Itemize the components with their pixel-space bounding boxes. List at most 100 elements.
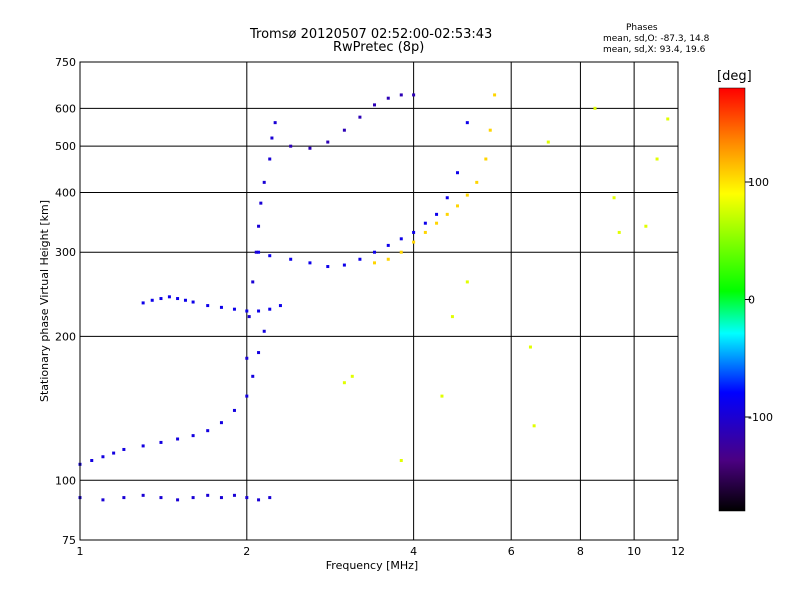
y-tick-label: 400 — [55, 186, 76, 199]
x-axis-ticks: 1 2 4 6 8 10 12 — [77, 545, 686, 558]
data-point — [257, 224, 261, 228]
data-point — [245, 394, 249, 398]
y-tick-label: 75 — [62, 534, 76, 547]
data-point — [450, 315, 454, 319]
data-point — [150, 298, 154, 302]
data-point — [245, 356, 249, 360]
data-point — [191, 300, 195, 304]
data-point — [268, 307, 272, 311]
x-tick-label: 1 — [77, 545, 84, 558]
data-point — [326, 265, 330, 269]
plot-frame — [79, 61, 679, 541]
data-point — [262, 180, 266, 184]
data-point — [342, 263, 346, 267]
colorbar-label: [deg] — [717, 69, 752, 84]
data-point — [412, 93, 416, 97]
data-point — [141, 301, 145, 305]
data-point — [245, 496, 249, 500]
data-point — [612, 196, 616, 200]
data-point — [455, 171, 459, 175]
phases-o-mode-stats: mean, sd,O: -87.3, 14.8 — [603, 34, 710, 44]
data-point — [232, 408, 236, 412]
data-point — [159, 297, 163, 301]
data-point — [326, 140, 330, 144]
data-point — [423, 221, 427, 225]
data-point — [176, 437, 180, 441]
data-point — [101, 498, 105, 502]
data-point — [484, 157, 488, 161]
data-point — [232, 307, 236, 311]
data-point — [254, 250, 258, 254]
x-tick-label: 6 — [508, 545, 515, 558]
phases-box-title: Phases — [626, 23, 658, 33]
data-point — [191, 434, 195, 438]
data-point — [308, 261, 312, 265]
data-point — [386, 257, 390, 261]
y-tick-label: 750 — [55, 56, 76, 69]
data-point — [289, 257, 293, 261]
data-point — [278, 304, 282, 308]
data-point — [445, 212, 449, 216]
data-point — [435, 221, 439, 225]
colorbar-ticks: 100 0 -100 — [745, 176, 773, 424]
y-axis-ticks: 75 100 200 300 400 500 600 750 — [55, 56, 76, 547]
data-point — [399, 458, 403, 462]
data-point — [112, 451, 116, 455]
data-point — [251, 374, 255, 378]
data-point — [488, 128, 492, 132]
data-point — [206, 429, 210, 433]
data-point — [386, 96, 390, 100]
data-point — [268, 157, 272, 161]
data-point — [350, 374, 354, 378]
colorbar-tick-label: -100 — [748, 411, 773, 424]
data-point — [259, 201, 263, 205]
data-point — [617, 230, 621, 234]
data-point — [245, 309, 249, 313]
x-tick-label: 2 — [243, 545, 250, 558]
data-point — [666, 117, 670, 121]
data-point — [270, 136, 274, 140]
data-point — [141, 444, 145, 448]
data-point — [546, 140, 550, 144]
data-point — [373, 261, 377, 265]
data-point — [257, 351, 261, 355]
colorbar-tick-label: 0 — [748, 294, 755, 307]
data-point — [435, 212, 439, 216]
x-tick-label: 10 — [627, 545, 641, 558]
data-point — [101, 455, 105, 459]
data-point — [358, 115, 362, 119]
x-tick-label: 12 — [671, 545, 685, 558]
y-tick-label: 100 — [55, 474, 76, 487]
colorbar — [718, 87, 746, 512]
x-tick-label: 8 — [577, 545, 584, 558]
y-axis-label: Stationary phase Virtual Height [km] — [38, 200, 51, 402]
data-point — [191, 496, 195, 500]
data-point — [268, 496, 272, 500]
x-tick-label: 4 — [410, 545, 417, 558]
data-point — [465, 280, 469, 284]
data-point — [176, 297, 180, 301]
data-point — [423, 230, 427, 234]
data-point — [159, 440, 163, 444]
data-point — [493, 93, 497, 97]
data-point — [342, 128, 346, 132]
data-point — [257, 250, 261, 254]
data-point — [176, 498, 180, 502]
data-point — [655, 157, 659, 161]
data-point — [273, 121, 277, 125]
chart-subtitle: RwPretec (8p) — [333, 40, 425, 55]
data-point — [373, 103, 377, 107]
data-point — [455, 204, 459, 208]
data-point — [122, 496, 126, 500]
data-point — [465, 121, 469, 125]
data-point — [90, 458, 94, 462]
data-point — [399, 93, 403, 97]
data-point — [386, 243, 390, 247]
data-point — [308, 146, 312, 150]
data-point — [219, 496, 223, 500]
y-tick-label: 300 — [55, 246, 76, 259]
data-point — [528, 345, 532, 349]
data-point — [593, 106, 597, 110]
data-point — [232, 493, 236, 497]
